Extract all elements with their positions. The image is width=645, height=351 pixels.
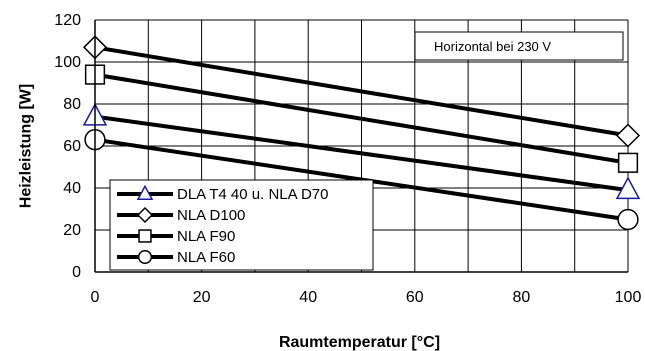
x-tick-label: 80	[513, 289, 531, 306]
legend-item: NLA F60	[117, 249, 235, 266]
y-tick-label: 60	[63, 138, 81, 155]
legend-item: NLA F90	[117, 228, 235, 245]
y-tick-label: 120	[54, 12, 81, 29]
x-tick-label: 60	[406, 289, 424, 306]
legend-item: NLA D100	[117, 206, 245, 224]
legend-label: NLA F90	[177, 228, 235, 245]
annotation-text: Horizontal bei 230 V	[434, 39, 551, 54]
annotation-box: Horizontal bei 230 V	[414, 31, 624, 61]
legend: DLA T4 40 u. NLA D70 NLA D100 NLA F90 NLA F…	[109, 179, 374, 271]
y-tick-label: 100	[54, 54, 81, 71]
marker-diamond	[615, 123, 641, 148]
marker-diamond	[136, 206, 154, 224]
legend-label: DLA T4 40 u. NLA D70	[177, 186, 329, 203]
x-axis-label: Raumtemperatur [°C]	[279, 334, 440, 351]
legend-label: NLA F60	[177, 249, 235, 266]
marker-triangle	[615, 176, 641, 200]
y-tick-label: 80	[63, 96, 81, 113]
x-tick-label: 20	[193, 289, 211, 306]
series-line	[94, 72, 629, 165]
y-tick-label: 40	[63, 180, 81, 197]
series-line	[94, 45, 629, 138]
marker-circle	[137, 249, 153, 265]
marker-circle	[617, 208, 639, 231]
axes	[94, 20, 628, 273]
marker-triangle	[136, 184, 154, 200]
marker-square	[617, 152, 639, 173]
y-tick-label: 20	[63, 222, 81, 239]
y-tick-label: 0	[72, 264, 81, 281]
y-axis-label: Heizleistung [W]	[18, 84, 35, 208]
series-line	[94, 114, 629, 193]
tick-labels: 0 20 40 60 80 100 0 20 40 60 80 100 120	[54, 12, 641, 306]
x-tick-label: 40	[299, 289, 317, 306]
legend-item: DLA T4 40 u. NLA D70	[117, 184, 329, 203]
marker-square	[138, 229, 152, 243]
legend-label: NLA D100	[177, 207, 245, 224]
x-tick-label: 0	[91, 289, 100, 306]
x-tick-label: 100	[615, 289, 642, 306]
